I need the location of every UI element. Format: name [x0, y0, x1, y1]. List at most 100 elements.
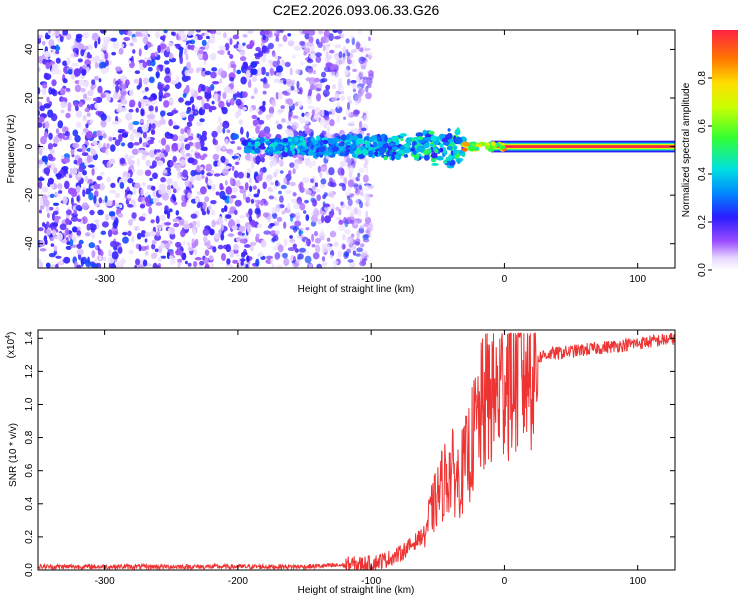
spectrogram-noise-cell — [196, 164, 201, 172]
spectrogram-noise-cell — [156, 224, 163, 229]
spectrogram-noise-cell — [246, 172, 251, 179]
spectrogram-noise-cell — [119, 83, 127, 90]
spectrogram-noise-cell — [234, 219, 241, 225]
spectrogram-noise-cell — [362, 78, 366, 87]
spectrogram-noise-cell — [187, 157, 195, 164]
spectrogram-noise-cell — [129, 42, 134, 47]
spectrogram-noise-cell — [164, 209, 168, 215]
spectrogram-noise-cell — [259, 30, 266, 36]
spectrogram-noise-cell — [187, 128, 191, 136]
spectrogram-signal-cell — [399, 133, 407, 137]
spectrogram-noise-cell — [248, 176, 252, 184]
spectrogram-noise-cell — [285, 78, 292, 84]
spectrogram-noise-cell — [339, 58, 346, 65]
spectrogram-noise-cell — [204, 70, 212, 76]
spectrogram-noise-cell — [162, 35, 166, 42]
spectrogram-noise-cell — [329, 49, 335, 54]
spectrogram-noise-cell — [112, 230, 119, 236]
spectrogram-noise-cell — [221, 107, 225, 111]
spectrogram-noise-cell — [73, 159, 78, 165]
spectrogram-noise-cell — [105, 148, 109, 156]
spectrogram-noise-cell — [112, 137, 117, 141]
spectrogram-noise-cell — [282, 252, 288, 259]
spectrogram-noise-cell — [341, 32, 345, 39]
spectrogram-noise-cell — [227, 63, 231, 70]
spectrogram-signal-cell — [352, 153, 357, 158]
spectrogram-noise-cell — [131, 36, 138, 43]
spectrogram-noise-cell — [40, 136, 47, 145]
spectrogram-noise-cell — [150, 129, 156, 135]
spectrogram-noise-cell — [38, 34, 43, 39]
spectrogram-noise-cell — [321, 109, 325, 117]
spectrogram-noise-cell — [83, 93, 88, 100]
spectrogram-noise-cell — [323, 123, 328, 129]
spectrogram-noise-cell — [144, 196, 151, 203]
spectrogram-noise-cell — [156, 160, 164, 167]
spectrogram-noise-cell — [283, 238, 288, 247]
colorbar-label: Normalized spectral amplitude — [681, 82, 692, 217]
spectrogram-noise-cell — [119, 157, 126, 165]
spectrogram-noise-cell — [262, 100, 266, 106]
spectrogram-noise-cell — [231, 155, 239, 159]
spectrogram-noise-cell — [142, 131, 147, 139]
spectrogram-noise-cell — [247, 168, 252, 174]
spectrogram-noise-cell — [125, 112, 133, 121]
spectrogram-noise-cell — [251, 114, 258, 120]
spectrogram-frame — [37, 29, 676, 269]
spectrogram-noise-cell — [145, 159, 151, 167]
spectrogram-noise-cell — [182, 240, 186, 247]
spectrogram-noise-cell — [217, 161, 222, 167]
spectrogram-noise-cell — [257, 223, 263, 228]
spectrogram-noise-cell — [305, 112, 312, 120]
spectrogram-noise-cell — [317, 82, 323, 89]
spectrogram-noise-cell — [141, 154, 147, 161]
spectrogram-noise-cell — [211, 67, 218, 72]
spectrogram-noise-cell — [250, 221, 256, 228]
spectrogram-noise-cell — [309, 54, 316, 60]
spectrogram-noise-cell — [139, 137, 143, 144]
spectrogram-noise-cell — [160, 176, 167, 183]
spectrogram-noise-cell — [148, 149, 155, 158]
spectrogram-signal-cell — [254, 141, 261, 147]
spectrogram-noise-cell — [315, 55, 322, 64]
spectrogram-noise-cell — [295, 69, 302, 75]
spectrogram-noise-cell — [115, 192, 120, 198]
spectrogram-noise-cell — [50, 113, 58, 122]
spectrogram-noise-cell — [76, 249, 84, 255]
spectrogram-noise-cell — [90, 263, 99, 268]
spectrogram-noise-cell — [86, 66, 90, 73]
spectrogram-signal-cell — [281, 151, 289, 158]
spectrogram-noise-cell — [240, 76, 247, 85]
spectrogram-signal-cell — [417, 145, 425, 153]
spectrogram-noise-cell — [274, 230, 280, 235]
spectrogram-noise-cell — [269, 67, 275, 76]
spectrogram-noise-cell — [287, 40, 295, 47]
spectrogram-noise-cell — [334, 44, 342, 49]
spectrogram-noise-cell — [190, 175, 195, 184]
spectrogram-noise-cell — [262, 34, 266, 41]
spectrogram-noise-cell — [120, 142, 126, 147]
spectrogram-noise-cell — [112, 94, 119, 100]
spectrogram-noise-cell — [321, 78, 328, 83]
spectrogram-noise-cell — [336, 101, 340, 109]
spectrogram-noise-cell — [306, 95, 313, 105]
spectrogram-noise-cell — [100, 30, 107, 34]
spectrogram-noise-cell — [148, 76, 155, 84]
spectrogram-noise-cell — [209, 30, 217, 35]
spectrogram-noise-cell — [200, 169, 205, 175]
spectrogram-noise-cell — [221, 224, 224, 232]
spectrogram-noise-cell — [192, 220, 197, 227]
spectrogram-noise-cell — [94, 167, 97, 171]
spectrogram-noise-cell — [206, 35, 210, 40]
spectrogram-noise-cell — [155, 105, 158, 113]
spectrogram-noise-cell — [193, 248, 197, 256]
spectrogram-noise-cell — [95, 96, 103, 104]
spectrogram-noise-cell — [342, 45, 347, 54]
spectrogram-noise-cell — [41, 186, 49, 193]
spectrogram-noise-cell — [353, 207, 358, 215]
spectrogram-noise-cell — [43, 167, 51, 175]
snr-ylabel: SNR (10 * v/v) — [8, 423, 19, 487]
spectrogram-signal-cell — [439, 147, 444, 153]
spectrogram-noise-cell — [224, 86, 231, 94]
spectrogram-noise-cell — [88, 179, 93, 184]
